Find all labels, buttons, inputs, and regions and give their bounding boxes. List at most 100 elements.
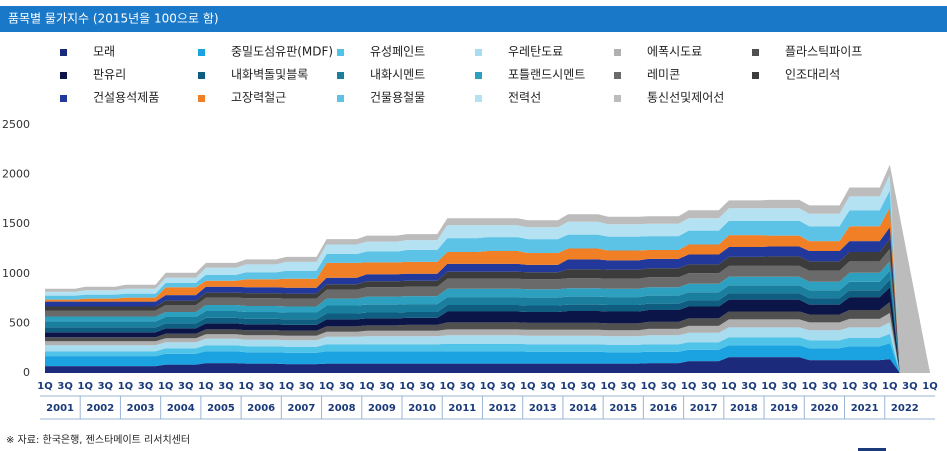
x-tick-label: 3Q bbox=[822, 381, 837, 392]
x-tick-label: 1Q bbox=[721, 381, 736, 392]
x-tick-label: 1Q bbox=[37, 381, 52, 392]
x-tick-label: 1Q bbox=[359, 381, 374, 392]
legend-label: 건설용석제품 bbox=[93, 91, 159, 105]
year-label: 2012 bbox=[489, 403, 517, 414]
year-label: 2011 bbox=[448, 403, 476, 414]
legend-swatch bbox=[60, 49, 67, 56]
x-tick-label: 3Q bbox=[621, 381, 636, 392]
legend-label: 중밀도섬유판(MDF) bbox=[231, 45, 333, 59]
legend-swatch bbox=[475, 49, 482, 56]
legend-label: 건물용철물 bbox=[370, 91, 425, 105]
legend-label: 에폭시도료 bbox=[647, 45, 702, 59]
legend-swatch bbox=[752, 72, 759, 79]
legend-label: 인조대리석 bbox=[785, 68, 840, 82]
corner-mark bbox=[858, 448, 886, 451]
x-tick-label: 1Q bbox=[520, 381, 535, 392]
year-label: 2006 bbox=[247, 403, 275, 414]
x-tick-label: 3Q bbox=[902, 381, 917, 392]
legend-label: 내화시멘트 bbox=[370, 68, 425, 82]
legend-swatch bbox=[60, 72, 67, 79]
x-tick-label: 3Q bbox=[460, 381, 475, 392]
x-tick-label: 1Q bbox=[600, 381, 615, 392]
area bbox=[45, 239, 930, 373]
x-tick-label: 1Q bbox=[158, 381, 173, 392]
legend-swatch bbox=[198, 72, 205, 79]
x-tick-label: 1Q bbox=[399, 381, 414, 392]
year-label: 2003 bbox=[127, 403, 155, 414]
x-tick-label: 1Q bbox=[480, 381, 495, 392]
x-tick-label: 3Q bbox=[661, 381, 676, 392]
area bbox=[45, 357, 930, 373]
x-tick-label: 1Q bbox=[922, 381, 937, 392]
year-label: 2015 bbox=[609, 403, 637, 414]
y-tick-label: 0 bbox=[23, 366, 30, 379]
y-tick-label: 2000 bbox=[2, 168, 30, 181]
legend-label: 전력선 bbox=[508, 91, 541, 105]
year-label: 2014 bbox=[569, 403, 597, 414]
year-label: 2005 bbox=[207, 403, 235, 414]
x-tick-label: 3Q bbox=[781, 381, 796, 392]
year-label: 2021 bbox=[851, 403, 879, 414]
y-tick-label: 1500 bbox=[2, 217, 30, 230]
header-bar bbox=[0, 6, 947, 32]
x-tick-label: 3Q bbox=[138, 381, 153, 392]
area bbox=[45, 343, 930, 373]
x-tick-label: 1Q bbox=[560, 381, 575, 392]
x-tick-label: 1Q bbox=[641, 381, 656, 392]
x-tick-label: 3Q bbox=[500, 381, 515, 392]
x-tick-label: 1Q bbox=[118, 381, 133, 392]
legend-label: 모래 bbox=[93, 45, 115, 59]
year-label: 2008 bbox=[328, 403, 356, 414]
legend-swatch bbox=[614, 95, 621, 102]
x-tick-label: 1Q bbox=[77, 381, 92, 392]
legend-label: 통신선및제어선 bbox=[647, 91, 724, 105]
year-label: 2022 bbox=[891, 403, 919, 414]
year-label: 2019 bbox=[770, 403, 798, 414]
area bbox=[45, 279, 930, 373]
x-tick-label: 1Q bbox=[842, 381, 857, 392]
year-label: 2007 bbox=[288, 403, 316, 414]
legend-swatch bbox=[475, 95, 482, 102]
x-tick-label: 1Q bbox=[279, 381, 294, 392]
year-label: 2016 bbox=[650, 403, 678, 414]
area bbox=[45, 174, 930, 373]
area bbox=[45, 190, 930, 373]
y-tick-label: 1000 bbox=[2, 267, 30, 280]
area bbox=[45, 270, 930, 373]
area bbox=[45, 164, 930, 373]
legend-label: 레미콘 bbox=[647, 68, 680, 82]
year-label: 2002 bbox=[86, 403, 114, 414]
y-tick-label: 2500 bbox=[2, 118, 30, 131]
year-label: 2010 bbox=[408, 403, 436, 414]
y-tick-label: 500 bbox=[9, 316, 30, 329]
source: ※ 자료: 한국은행, 젠스타메이트 리서치센터 bbox=[6, 434, 190, 446]
x-tick-label: 1Q bbox=[198, 381, 213, 392]
area bbox=[45, 261, 930, 373]
x-tick-label: 3Q bbox=[98, 381, 113, 392]
year-label: 2004 bbox=[167, 403, 195, 414]
legend-label: 포틀랜드시멘트 bbox=[508, 68, 585, 82]
x-tick-label: 3Q bbox=[57, 381, 72, 392]
legend-label: 판유리 bbox=[93, 68, 126, 82]
legend-swatch bbox=[337, 49, 344, 56]
legend-swatch bbox=[198, 95, 205, 102]
x-tick-label: 3Q bbox=[379, 381, 394, 392]
year-label: 2018 bbox=[730, 403, 758, 414]
legend-swatch bbox=[614, 72, 621, 79]
x-tick-label: 3Q bbox=[580, 381, 595, 392]
x-tick-label: 3Q bbox=[178, 381, 193, 392]
x-tick-label: 1Q bbox=[761, 381, 776, 392]
year-label: 2017 bbox=[690, 403, 718, 414]
legend-label: 고장력철근 bbox=[231, 91, 286, 105]
year-label: 2001 bbox=[46, 403, 74, 414]
x-tick-label: 3Q bbox=[299, 381, 314, 392]
x-tick-label: 3Q bbox=[741, 381, 756, 392]
x-tick-label: 1Q bbox=[882, 381, 897, 392]
legend-swatch bbox=[198, 49, 205, 56]
x-tick-label: 3Q bbox=[540, 381, 555, 392]
legend-swatch bbox=[337, 95, 344, 102]
area bbox=[45, 287, 930, 373]
x-tick-label: 3Q bbox=[259, 381, 274, 392]
legend-swatch bbox=[475, 72, 482, 79]
